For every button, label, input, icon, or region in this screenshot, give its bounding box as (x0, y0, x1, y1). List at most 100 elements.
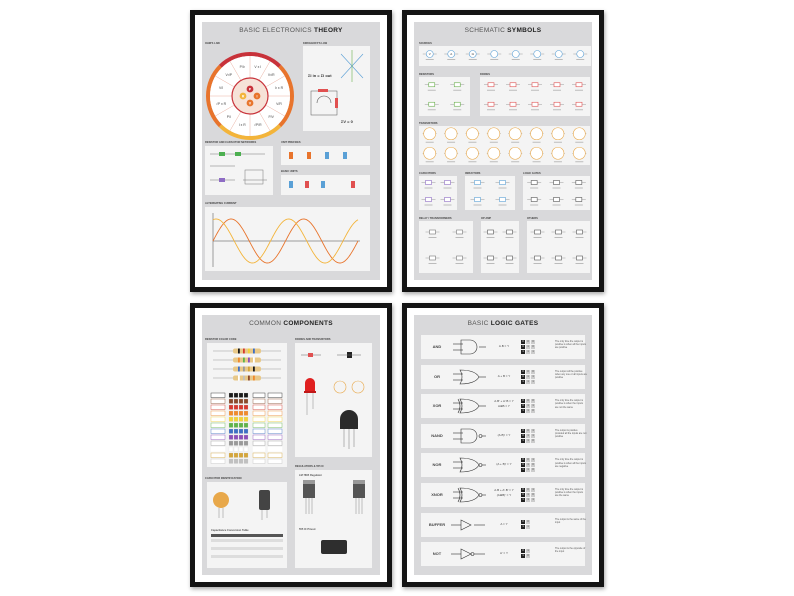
gate-row-nor: NOR (A + B)' = Y 0 0 1 0 1 0 1 1 0 The only time th… (421, 453, 586, 478)
resistor-body (233, 366, 261, 372)
expression-line: A.B' + A'.B = Y (494, 399, 514, 404)
color-digit-cell (238, 446, 244, 452)
color-digit-cell (243, 458, 249, 464)
resistor-band (253, 348, 255, 354)
xor-curve (457, 487, 461, 503)
ohm-formula: √P/R (254, 123, 262, 127)
symbol-caption (554, 237, 563, 238)
truth-cell: 0 (531, 468, 535, 473)
multiplier-cell (252, 428, 266, 434)
alternating-current-box (205, 207, 370, 271)
tolerance-cell (267, 458, 283, 464)
schematic-symbol (444, 127, 458, 141)
xnor-gate-symbol (453, 487, 486, 503)
schematic-symbol (423, 127, 436, 141)
ohm-formula: P/V (268, 115, 274, 119)
section-label: SOURCES (419, 42, 432, 45)
tolerance-cell (267, 416, 283, 422)
schematic-symbol (553, 82, 561, 88)
truth-cell: 1 (531, 458, 535, 463)
ohm-formula: P/I² (240, 65, 246, 69)
color-name-cell (210, 446, 226, 452)
color-digit-cell (228, 458, 234, 464)
color-digit-cell (233, 398, 239, 404)
expression-line: (A + B)' = Y (496, 462, 512, 467)
poster-panel: BASIC LOGIC GATES AND A.B = Y 0 0 0 0 1 0 1 1 1 The… (414, 315, 592, 575)
ohm-formula: I² x R (275, 86, 284, 90)
schematic-symbol (576, 229, 583, 235)
color-digit-cell (233, 416, 239, 422)
center-letter: P (249, 87, 252, 91)
wheel-divider (215, 104, 235, 117)
expression-line: A = Y (500, 521, 508, 526)
kirchhoff-current-equation: ΣI in = ΣI out (308, 73, 332, 78)
boolean-expression: A.B' + A'.B = Y A⊕B = Y (489, 399, 519, 408)
section-label: UNIT PREFIXES (281, 141, 301, 144)
gate-description: The output will be positive when any one… (555, 369, 587, 379)
schematic-symbol (444, 180, 451, 185)
schematic-symbol (573, 127, 586, 141)
poster-basic-electronics-theory: BASIC ELECTRONICS THEORY OHM'S LAW V x I… (190, 10, 392, 292)
symbol-caption (511, 161, 520, 163)
multiplier-cell (252, 398, 266, 404)
gate-row-xor: XOR A.B' + A'.B = Y A⊕B = Y 0 0 0 0 1 1 1 1 0 The on… (421, 394, 585, 419)
color-digit-cell (238, 440, 244, 446)
color-digit-cell (228, 434, 234, 440)
schematic-symbol (530, 197, 538, 202)
color-digit-cell (233, 404, 239, 410)
gate-name: NAND (431, 432, 443, 438)
sine-wave (212, 218, 359, 264)
buffer-gate-symbol (451, 519, 485, 531)
wheel-divider (229, 111, 242, 131)
symbol-caption (530, 204, 539, 206)
schematic-symbol (490, 50, 499, 58)
wheel-divider (265, 104, 285, 117)
truth-cell: 1 (526, 463, 530, 468)
tolerance-cell (267, 404, 283, 410)
boolean-expression: A.B + A'.B' = Y (A⊕B)' = Y (489, 488, 519, 497)
schematic-symbol (428, 82, 436, 88)
poster-panel: BASIC ELECTRONICS THEORY OHM'S LAW V x I… (202, 22, 380, 280)
gate-name: OR (434, 373, 440, 379)
truth-cell: 1 (526, 350, 530, 354)
source-symbol-letter: V (429, 52, 431, 56)
color-digit-cell (238, 416, 244, 422)
center-dot (239, 92, 247, 100)
gate-body (459, 398, 480, 414)
symbol-caption (530, 187, 539, 189)
symbol-caption (574, 204, 583, 206)
tolerance-cell (267, 446, 283, 452)
center-letter: V (249, 101, 252, 105)
section-label: RESISTORS (419, 73, 434, 76)
schematic-symbol (444, 146, 458, 160)
symbol-caption (554, 59, 563, 60)
symbol-caption (427, 109, 436, 111)
gate-row-or: OR A + B = Y 0 0 0 0 1 1 1 1 1 The output will be p… (421, 364, 587, 389)
resistor-band (238, 375, 240, 381)
center-dot (246, 85, 254, 93)
gate-body (460, 339, 478, 355)
resistor-color-code-box (207, 343, 287, 467)
schematic-symbol (551, 127, 565, 141)
wheel-quadrant (218, 124, 282, 140)
multiplier-cell (252, 410, 266, 416)
symbol-caption (487, 89, 495, 91)
basic-units-box (281, 175, 370, 195)
boolean-expression: (A.B)' = Y (489, 433, 519, 438)
symbol-caption (490, 59, 499, 60)
section-label: BASIC UNITS (281, 170, 298, 173)
gate-body (460, 428, 478, 444)
schematic-symbol (429, 229, 436, 235)
capacitor-identification-box: Capacitance Conversion Table (207, 482, 287, 568)
schematic-symbol (456, 229, 463, 235)
tolerance-cell (267, 398, 283, 404)
schematic-symbol (474, 180, 481, 185)
wheel-quadrant (278, 64, 294, 128)
resistor-band (243, 357, 245, 363)
